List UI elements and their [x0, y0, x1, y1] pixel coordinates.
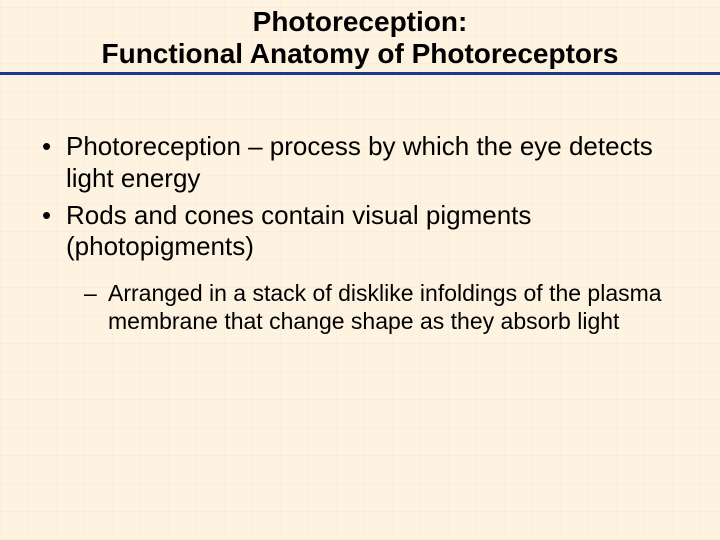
sub-bullet-marker: –: [84, 280, 108, 335]
bullet-text: Photoreception – process by which the ey…: [66, 131, 680, 193]
bullet-item: • Rods and cones contain visual pigments…: [40, 200, 680, 262]
slide-title: Photoreception: Functional Anatomy of Ph…: [0, 0, 720, 75]
bullet-item: • Photoreception – process by which the …: [40, 131, 680, 193]
sub-bullet-text: Arranged in a stack of disklike infoldin…: [108, 280, 680, 335]
slide-body: • Photoreception – process by which the …: [0, 75, 720, 335]
title-line-2: Functional Anatomy of Photoreceptors: [0, 38, 720, 70]
bullet-text: Rods and cones contain visual pigments (…: [66, 200, 680, 262]
sub-bullet-item: – Arranged in a stack of disklike infold…: [84, 280, 680, 335]
bullet-marker: •: [40, 131, 66, 193]
title-line-1: Photoreception:: [0, 6, 720, 38]
bullet-marker: •: [40, 200, 66, 262]
